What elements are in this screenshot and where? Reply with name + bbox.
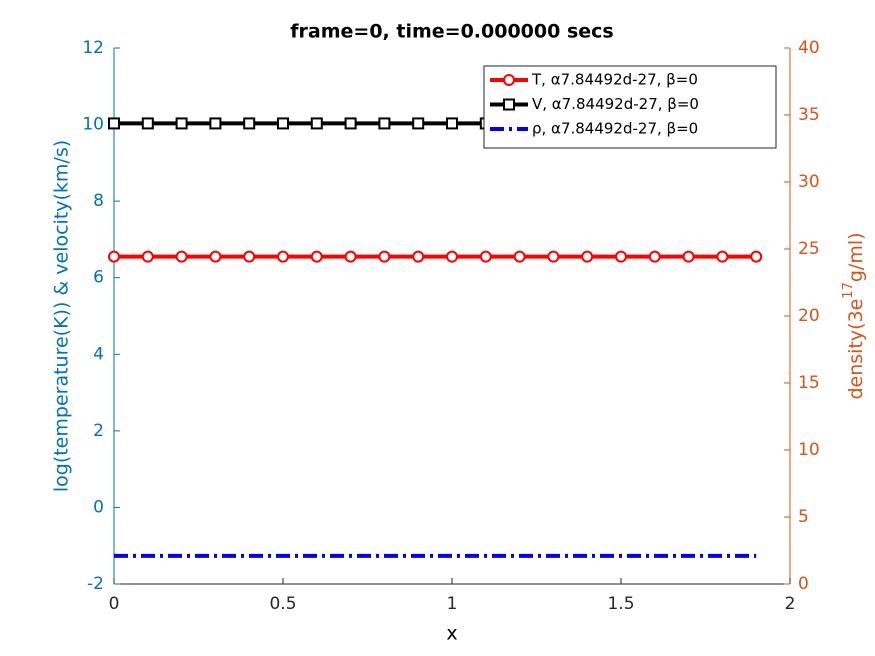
marker <box>108 117 120 130</box>
x-tick-label: 1.5 <box>607 594 634 614</box>
legend-marker <box>503 98 515 111</box>
y2-tick-label: 15 <box>798 373 820 393</box>
marker <box>412 250 425 263</box>
marker <box>446 117 458 130</box>
y-tick-label: 0 <box>93 497 104 517</box>
y2-tick-label: 10 <box>798 440 820 460</box>
marker <box>243 117 256 130</box>
marker <box>716 250 729 263</box>
legend-box <box>483 65 777 149</box>
marker <box>209 250 222 263</box>
y-tick-label: 12 <box>82 38 104 58</box>
legend-label: T, α7.84492d-27, β=0 <box>531 71 698 89</box>
marker <box>277 250 289 263</box>
marker <box>378 250 391 263</box>
chart-title: frame=0, time=0.000000 secs <box>290 21 613 43</box>
marker <box>412 117 425 130</box>
marker <box>682 250 695 263</box>
y2-tick-label: 40 <box>798 38 820 58</box>
y-tick-label: 8 <box>93 191 104 211</box>
x-tick-label: 0 <box>109 594 120 614</box>
y2-tick-label: 0 <box>798 574 809 594</box>
marker <box>446 250 458 263</box>
y2-axis-label: density(3e17g/ml) <box>841 232 867 399</box>
x-tick-label: 2 <box>785 594 796 614</box>
marker <box>479 250 492 263</box>
legend-label: ρ, α7.84492d-27, β=0 <box>532 120 698 138</box>
marker <box>209 117 222 130</box>
marker <box>141 250 154 263</box>
x-axis-label: x <box>446 623 457 645</box>
y-axis-label: log(temperature(K)) & velocity(km/s) <box>51 140 73 492</box>
marker <box>344 250 357 263</box>
marker <box>243 250 256 263</box>
marker <box>108 250 120 263</box>
marker <box>378 117 391 130</box>
y-tick-label: 6 <box>93 268 104 288</box>
marker <box>175 250 188 263</box>
x-tick-label: 0.5 <box>269 594 296 614</box>
y2-tick-label: 35 <box>798 105 820 125</box>
y2-tick-label: 30 <box>798 172 820 192</box>
marker <box>750 250 763 263</box>
y-tick-label: 2 <box>93 421 104 441</box>
x-tick-label: 1 <box>447 594 458 614</box>
y-tick-label: 4 <box>93 344 104 364</box>
marker <box>310 117 323 130</box>
marker <box>344 117 357 130</box>
y-tick-label: -2 <box>87 574 104 594</box>
marker <box>141 117 154 130</box>
y-tick-label: 10 <box>82 115 104 135</box>
y2-tick-label: 25 <box>798 239 820 259</box>
legend-label: V, α7.84492d-27, β=0 <box>532 95 699 113</box>
marker <box>277 117 289 130</box>
marker <box>175 117 188 130</box>
marker <box>648 250 661 263</box>
y2-label-part: g/ml) <box>845 232 867 282</box>
marker <box>310 250 323 263</box>
y2-tick-label: 5 <box>798 507 809 527</box>
marker <box>581 250 594 263</box>
marker <box>615 250 627 263</box>
legend-marker <box>503 74 515 86</box>
y2-label-part: density(3e <box>845 299 867 400</box>
y2-label-sup: 17 <box>841 282 856 299</box>
marker <box>547 250 560 263</box>
y2-tick-label: 20 <box>798 306 820 326</box>
marker <box>513 250 526 263</box>
